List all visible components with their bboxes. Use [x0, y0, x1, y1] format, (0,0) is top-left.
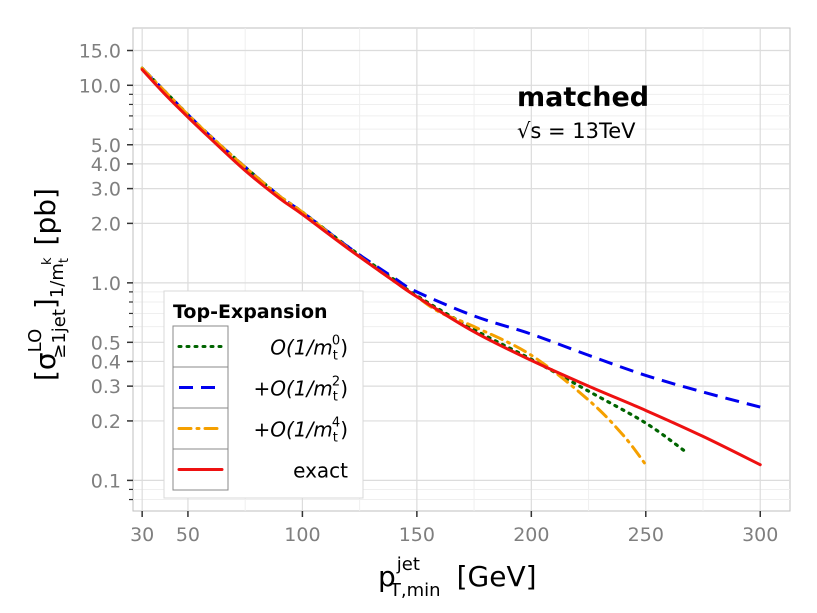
y-tick-label: 10.0	[79, 75, 121, 97]
x-tick-label: 150	[399, 524, 435, 546]
y-axis-title-close: ]	[29, 298, 62, 309]
x-axis-title-sup: jet	[396, 554, 420, 575]
y-axis: 0.1 0.2 0.3 0.40.5 1.0 2.0 3.0 4.05.0 10.0 15.0	[79, 41, 133, 501]
y-tick-label: 5.0	[91, 135, 121, 157]
x-tick-label: 30	[130, 524, 154, 546]
x-axis-title-sub: T,min	[389, 580, 441, 601]
legend-label-3: +O(1/mt4)	[254, 416, 348, 446]
x-tick-label: 250	[628, 524, 664, 546]
x-tick-label: 50	[176, 524, 200, 546]
legend-label-2: +O(1/mt2)	[254, 375, 348, 405]
y-tick-label: 1.0	[91, 273, 121, 295]
annotation-title: matched	[517, 82, 649, 113]
annotation-subtitle: √s = 13TeV	[517, 119, 636, 143]
legend-entries: O(1/mt0) +O(1/mt2) +O(1/mt4) exact	[172, 325, 348, 491]
legend-title: Top-Expansion	[173, 301, 328, 323]
y-tick-label: 0.1	[91, 470, 121, 492]
y-axis-title-sigma-sub: ≥1jet	[49, 309, 70, 359]
y-tick-label: 4.0	[91, 154, 121, 176]
legend: Top-Expansion O(1/mt0) +O(1/mt2) +O(1/mt4)…	[163, 290, 364, 499]
series-line-4	[140, 68, 762, 467]
y-tick-label: 0.4	[91, 351, 121, 373]
x-axis-title-base: p	[378, 560, 396, 593]
legend-label-1: O(1/mt0)	[270, 334, 348, 364]
y-axis-title-sub: 1/m	[47, 263, 68, 298]
y-axis-title-sigma: σ	[29, 352, 62, 370]
y-tick-label: 3.0	[91, 179, 121, 201]
x-tick-label: 200	[513, 524, 549, 546]
legend-label-4: exact	[293, 459, 348, 483]
x-axis: 30 50 100 150 200 250 300	[130, 511, 778, 546]
y-tick-label: 0.5	[91, 332, 121, 354]
x-tick-label: 300	[742, 524, 778, 546]
x-axis-title-unit: [GeV]	[457, 560, 537, 593]
y-tick-label: 0.3	[91, 376, 121, 398]
y-tick-label: 0.2	[91, 411, 121, 433]
series-lines	[140, 66, 762, 467]
y-axis-title-sigma-sup: LO	[25, 329, 46, 353]
y-axis-title-open: [	[29, 370, 62, 381]
y-axis-title: [σLO ≥1jet]1/mtk [pb]	[25, 188, 72, 381]
y-tick-label: 15.0	[79, 41, 121, 63]
x-axis-title: pjet T,min [GeV]	[378, 554, 537, 601]
y-axis-title-sub-sup: k	[40, 257, 55, 265]
y-tick-label: 2.0	[91, 213, 121, 235]
y-axis-title-unit: [pb]	[29, 188, 62, 245]
y-axis-title-sub-sub: t	[57, 258, 72, 263]
x-tick-label: 100	[284, 524, 320, 546]
